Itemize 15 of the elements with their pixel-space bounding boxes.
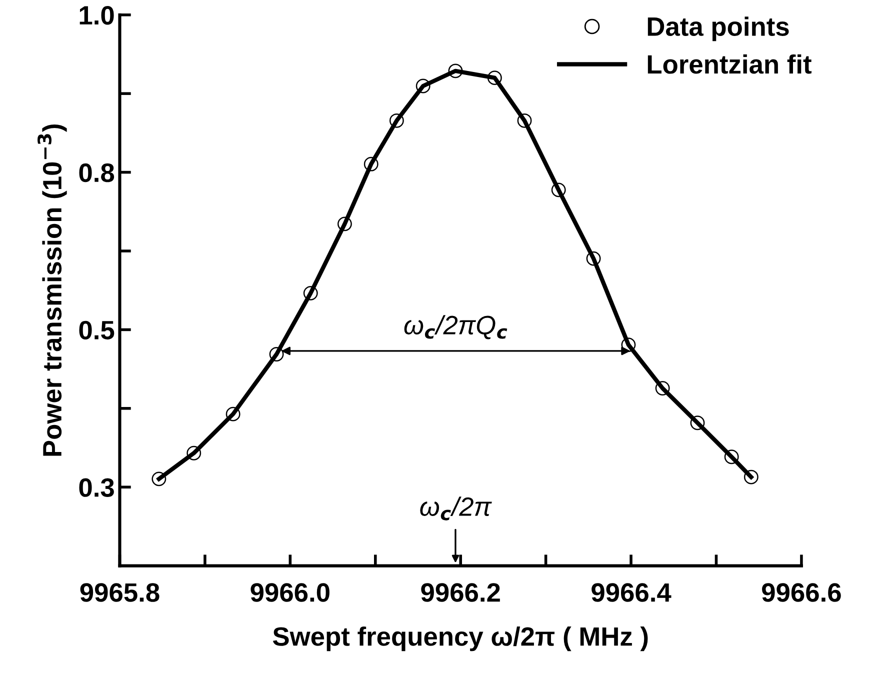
x-tick-label: 9966.2 (421, 583, 500, 602)
annotation: ω$_{c}$/2π (420, 496, 492, 520)
x-tick-label: 9966.6 (762, 583, 841, 602)
legend-label: Data points (648, 16, 789, 42)
y-tick-label: 1.0 (80, 6, 114, 25)
annotation: ω$_{c}$/2πQ$_{c}$ (404, 315, 508, 340)
x-tick-label: 9966.0 (250, 583, 330, 602)
y-tick-label: 0.3 (79, 478, 114, 497)
x-tick-label: 9965.8 (80, 583, 160, 602)
x-axis-title: Swept frequency ω/2π ( MHz ) (272, 626, 648, 652)
y-tick-label: 0.8 (79, 163, 114, 182)
legend-label: Lorentzian fit (648, 54, 812, 74)
y-axis-title: Power transmission (10$^{−3}$) (38, 124, 67, 456)
y-tick-label: 0.5 (79, 320, 114, 340)
x-tick-label: 9966.4 (592, 583, 672, 602)
